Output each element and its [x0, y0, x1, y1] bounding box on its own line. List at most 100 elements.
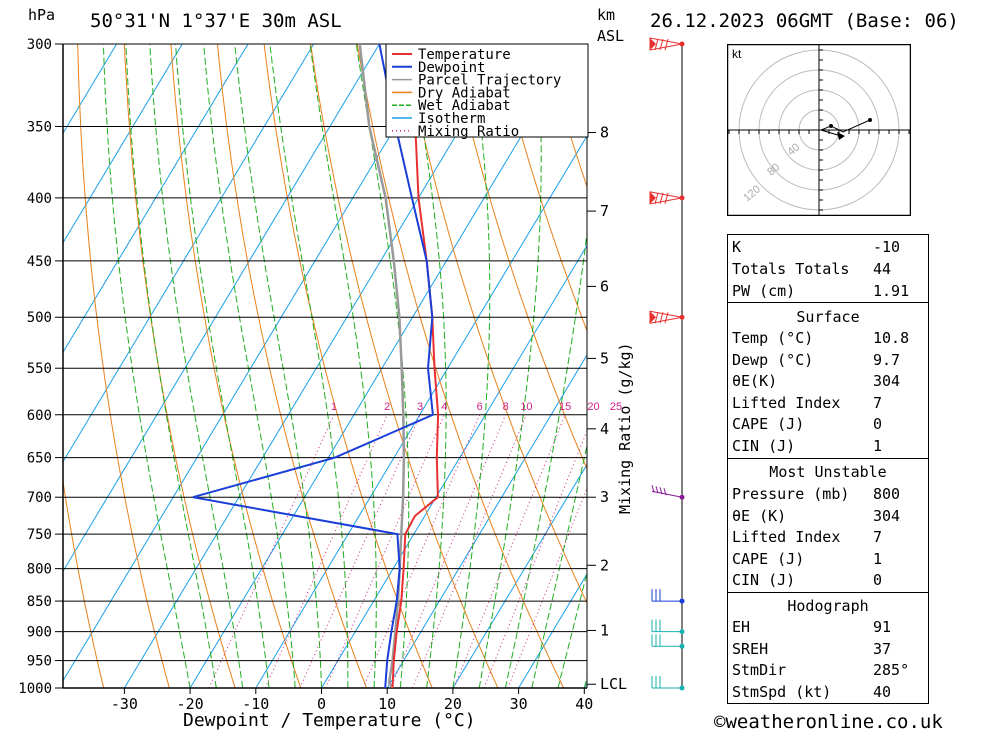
- location-title: 50°31'N 1°37'E 30m ASL: [90, 10, 342, 32]
- temperature-label: -20: [177, 695, 204, 713]
- stat-value: 1: [873, 549, 883, 568]
- stat-value: 10.8: [873, 329, 910, 347]
- totals-label: Totals Totals: [732, 260, 850, 278]
- asl-label: ASL: [597, 27, 625, 45]
- pressure-label: 400: [27, 191, 52, 207]
- stat-value: 37: [873, 639, 892, 658]
- mixing-ratio-label: 25: [610, 401, 622, 413]
- wind-barb-shaft: [651, 490, 683, 498]
- temperature-label: -30: [111, 695, 138, 713]
- stat-value: 7: [873, 393, 883, 412]
- wet-adiabat-line: [452, 44, 491, 688]
- wet-adiabat-line: [505, 229, 587, 688]
- totals-value: 44: [873, 260, 892, 278]
- most-unstable-title: Most Unstable: [769, 463, 887, 481]
- stat-label: SREH: [732, 639, 769, 658]
- wind-barb: [651, 619, 685, 635]
- dewpoint-profile: [192, 44, 434, 688]
- parcel-trajectory: [358, 44, 406, 688]
- k-index-value: -10: [873, 238, 901, 256]
- stat-value: 285°: [873, 661, 910, 679]
- stat-value: 9.7: [873, 350, 901, 369]
- mixing-ratio-line: [325, 414, 445, 688]
- pw-label: PW (cm): [732, 282, 796, 300]
- isotherm-line: [63, 44, 446, 682]
- wind-barb: [651, 676, 685, 691]
- legend-box: [385, 43, 589, 138]
- temperature-label: -10: [242, 695, 269, 713]
- mixing-ratio-label: 2: [384, 401, 390, 413]
- pressure-label: 550: [27, 361, 52, 377]
- hodograph-point: [868, 118, 872, 122]
- stat-label: θE (K): [732, 506, 787, 525]
- stat-row: Pressure (mb) 800: [728, 484, 928, 505]
- stat-row: SREH 37: [728, 639, 928, 660]
- pressure-label: 850: [27, 594, 52, 610]
- skew-t-diagram: 1 2 3 4 6 8 10 15 20 25 3003504004505005506006507…: [18, 37, 700, 713]
- stat-label: Lifted Index: [732, 393, 841, 412]
- wind-barb-feather: [659, 38, 664, 51]
- stat-value: 800: [873, 485, 901, 503]
- dry-adiabat-line: [683, 44, 700, 688]
- temperature-profile: [391, 44, 440, 688]
- k-index-label: K: [732, 238, 742, 256]
- height-label: 5: [600, 349, 609, 367]
- mixing-ratio-label: 4: [441, 401, 447, 413]
- wind-barb-feather: [659, 487, 663, 495]
- pressure-label: 350: [27, 119, 52, 135]
- pressure-label: 1000: [18, 681, 52, 697]
- stat-row: StmSpd (kt) 40: [728, 682, 928, 703]
- wind-barb-feather: [663, 488, 667, 496]
- surface-panel: Surface Temp (°C) 10.8 Dewp (°C) 9.7 θE(K) 30…: [727, 302, 929, 460]
- dry-adiabat-line: [449, 44, 587, 471]
- wind-barb-feather: [664, 192, 669, 205]
- hodograph-stats-panel: Hodograph EH 91 SREH 37 StmDir 285° StmSpd (kt…: [727, 592, 929, 704]
- storm-motion-marker: [837, 132, 845, 140]
- stat-row: CAPE (J) 0: [728, 414, 928, 435]
- height-label: LCL: [600, 675, 627, 693]
- legend-label: Dry Adiabat: [418, 85, 511, 101]
- stat-value: 0: [873, 415, 883, 433]
- stat-value: 304: [873, 506, 901, 525]
- mixing-ratio-axis-label: Mixing Ratio (g/kg): [616, 342, 634, 514]
- datetime-title: 26.12.2023 06GMT (Base: 06): [650, 10, 959, 32]
- mixing-ratio-label: 8: [503, 401, 509, 413]
- dry-adiabat-line: [63, 478, 105, 688]
- pressure-label: 800: [27, 562, 52, 578]
- stat-label: CAPE (J): [732, 415, 805, 433]
- wet-adiabat-line: [531, 443, 587, 688]
- isotherm-line: [518, 573, 587, 688]
- wind-barb: [651, 634, 685, 649]
- footer-credit[interactable]: ©weatheronline.co.uk: [714, 711, 943, 733]
- stat-label: Dewp (°C): [732, 350, 814, 369]
- wind-barb: [651, 589, 685, 604]
- mixing-ratio-line: [507, 486, 587, 688]
- stat-row: CIN (J) 0: [728, 570, 928, 591]
- stat-row: StmDir 285°: [728, 660, 928, 681]
- stat-row: CAPE (J) 1: [728, 549, 928, 570]
- stat-row: Dewp (°C) 9.7: [728, 350, 928, 371]
- mixing-ratio-label: 10: [520, 401, 532, 413]
- dry-adiabat-line: [310, 44, 499, 688]
- isotherm-line: [63, 44, 118, 135]
- height-label: 8: [600, 124, 609, 142]
- stat-label: Pressure (mb): [732, 485, 850, 503]
- surface-title: Surface: [796, 308, 860, 326]
- wind-barb: [649, 191, 685, 205]
- stat-label: CIN (J): [732, 436, 796, 455]
- height-label: 2: [600, 556, 609, 574]
- dry-adiabat-line: [77, 44, 170, 688]
- height-label: 3: [600, 488, 609, 506]
- height-label: 7: [600, 202, 609, 220]
- wind-barb-feather: [655, 486, 659, 494]
- stat-label: Temp (°C): [732, 329, 814, 347]
- legend-label: Mixing Ratio: [418, 124, 519, 140]
- temperature-label: 40: [575, 695, 593, 713]
- x-axis-label: Dewpoint / Temperature (°C): [183, 710, 476, 731]
- stat-label: CAPE (J): [732, 549, 805, 568]
- hodograph: kt 40 80 120: [727, 44, 911, 216]
- isotherm-line: [321, 244, 587, 688]
- wind-barb: [649, 310, 685, 324]
- mixing-ratio-label: 3: [417, 401, 423, 413]
